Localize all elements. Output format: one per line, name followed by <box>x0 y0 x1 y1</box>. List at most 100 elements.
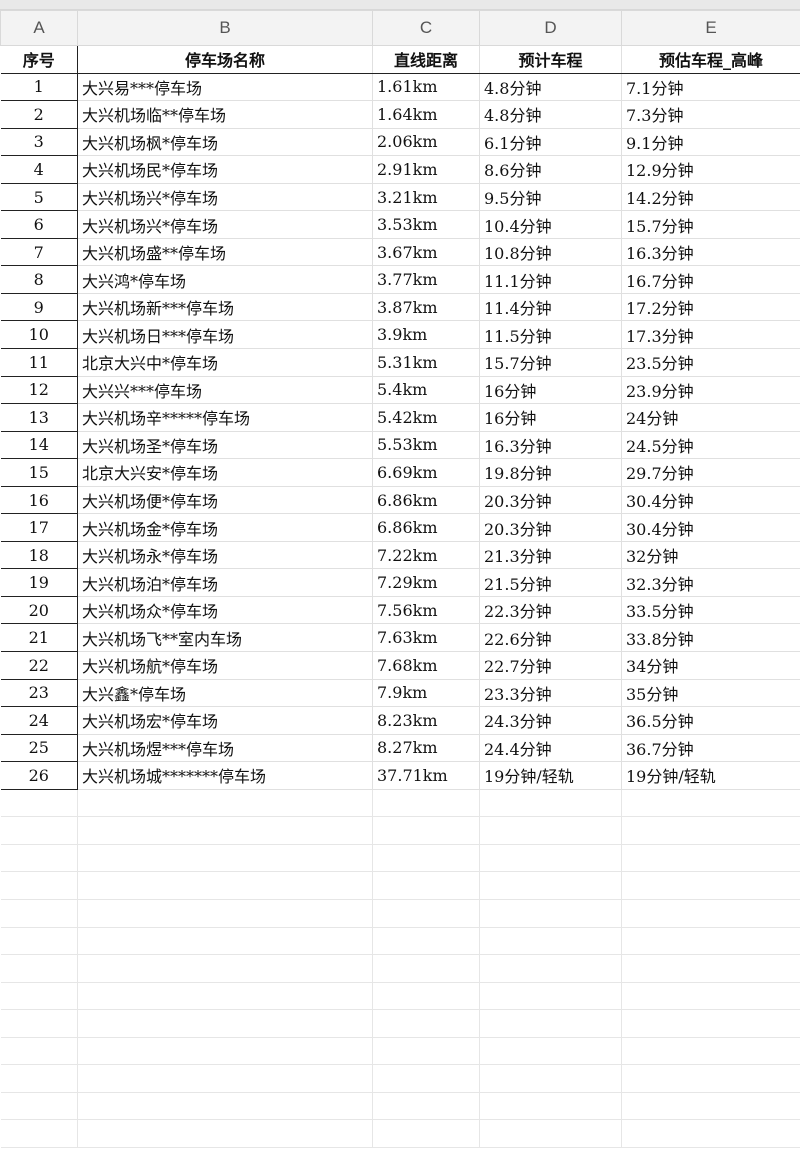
cell-peak-time[interactable]: 32分钟 <box>621 540 800 570</box>
empty-cell[interactable] <box>0 816 78 845</box>
empty-cell[interactable] <box>621 981 800 1011</box>
empty-cell[interactable] <box>0 1009 78 1038</box>
cell-drive-time[interactable]: 11.1分钟 <box>479 265 622 294</box>
header-cell-name[interactable]: 停车场名称 <box>77 45 373 74</box>
cell-name[interactable]: 大兴机场金*停车场 <box>77 513 373 542</box>
empty-cell[interactable] <box>372 816 480 845</box>
cell-drive-time[interactable]: 10.8分钟 <box>479 237 622 267</box>
cell-peak-time[interactable]: 17.3分钟 <box>621 320 800 350</box>
empty-cell[interactable] <box>621 1119 800 1148</box>
cell-peak-time[interactable]: 30.4分钟 <box>621 485 800 515</box>
empty-cell[interactable] <box>621 1009 800 1038</box>
cell-drive-time[interactable]: 20.3分钟 <box>479 513 622 542</box>
empty-cell[interactable] <box>77 1119 373 1148</box>
empty-cell[interactable] <box>621 954 800 983</box>
cell-peak-time[interactable]: 35分钟 <box>621 678 800 708</box>
cell-peak-time[interactable]: 17.2分钟 <box>621 292 800 322</box>
cell-distance[interactable]: 3.53km <box>372 210 480 239</box>
cell-name[interactable]: 大兴机场盛**停车场 <box>77 237 373 267</box>
cell-peak-time[interactable]: 33.5分钟 <box>621 595 800 625</box>
cell-distance[interactable]: 8.23km <box>372 706 480 735</box>
cell-index[interactable]: 1 <box>0 72 78 102</box>
empty-cell[interactable] <box>621 843 800 873</box>
empty-cell[interactable] <box>621 926 800 956</box>
cell-name[interactable]: 大兴机场众*停车场 <box>77 595 373 625</box>
cell-name[interactable]: 大兴机场圣*停车场 <box>77 430 373 460</box>
cell-drive-time[interactable]: 11.4分钟 <box>479 292 622 322</box>
empty-cell[interactable] <box>77 926 373 956</box>
cell-drive-time[interactable]: 10.4分钟 <box>479 210 622 239</box>
empty-cell[interactable] <box>372 954 480 983</box>
empty-cell[interactable] <box>372 1119 480 1148</box>
cell-drive-time[interactable]: 19.8分钟 <box>479 458 622 487</box>
cell-peak-time[interactable]: 23.5分钟 <box>621 348 800 377</box>
cell-name[interactable]: 大兴机场宏*停车场 <box>77 706 373 735</box>
cell-distance[interactable]: 3.77km <box>372 265 480 294</box>
empty-cell[interactable] <box>372 843 480 873</box>
cell-drive-time[interactable]: 24.3分钟 <box>479 706 622 735</box>
empty-cell[interactable] <box>479 1119 622 1148</box>
cell-peak-time[interactable]: 16.3分钟 <box>621 237 800 267</box>
cell-index[interactable]: 5 <box>0 182 78 212</box>
cell-name[interactable]: 大兴机场日***停车场 <box>77 320 373 350</box>
empty-cell[interactable] <box>77 1091 373 1121</box>
cell-distance[interactable]: 1.61km <box>372 72 480 102</box>
cell-name[interactable]: 大兴机场枫*停车场 <box>77 127 373 157</box>
cell-distance[interactable]: 1.64km <box>372 100 480 129</box>
empty-cell[interactable] <box>77 981 373 1011</box>
cell-index[interactable]: 15 <box>0 458 78 487</box>
empty-cell[interactable] <box>372 1009 480 1038</box>
empty-cell[interactable] <box>0 898 78 928</box>
cell-drive-time[interactable]: 16分钟 <box>479 375 622 405</box>
empty-cell[interactable] <box>621 1091 800 1121</box>
cell-name[interactable]: 北京大兴中*停车场 <box>77 348 373 377</box>
cell-distance[interactable]: 6.69km <box>372 458 480 487</box>
column-header-c[interactable]: C <box>372 10 480 46</box>
cell-index[interactable]: 9 <box>0 292 78 322</box>
cell-name[interactable]: 大兴机场兴*停车场 <box>77 182 373 212</box>
cell-drive-time[interactable]: 22.6分钟 <box>479 623 622 653</box>
column-header-d[interactable]: D <box>479 10 622 46</box>
cell-name[interactable]: 大兴机场煜***停车场 <box>77 733 373 763</box>
cell-peak-time[interactable]: 16.7分钟 <box>621 265 800 294</box>
cell-peak-time[interactable]: 23.9分钟 <box>621 375 800 405</box>
empty-cell[interactable] <box>0 926 78 956</box>
cell-peak-time[interactable]: 33.8分钟 <box>621 623 800 653</box>
empty-cell[interactable] <box>479 1064 622 1093</box>
empty-cell[interactable] <box>479 843 622 873</box>
cell-drive-time[interactable]: 20.3分钟 <box>479 485 622 515</box>
empty-cell[interactable] <box>77 1009 373 1038</box>
empty-cell[interactable] <box>0 1091 78 1121</box>
cell-peak-time[interactable]: 7.1分钟 <box>621 72 800 102</box>
cell-drive-time[interactable]: 4.8分钟 <box>479 72 622 102</box>
cell-index[interactable]: 6 <box>0 210 78 239</box>
cell-distance[interactable]: 5.31km <box>372 348 480 377</box>
cell-peak-time[interactable]: 34分钟 <box>621 651 800 680</box>
empty-cell[interactable] <box>0 871 78 900</box>
cell-index[interactable]: 7 <box>0 237 78 267</box>
cell-index[interactable]: 18 <box>0 540 78 570</box>
spreadsheet-grid[interactable]: A B C D E 序号 停车场名称 直线距离 预计车程 预估车程_高峰 1 大兴… <box>0 10 800 1148</box>
cell-distance[interactable]: 6.86km <box>372 513 480 542</box>
cell-peak-time[interactable]: 32.3分钟 <box>621 568 800 597</box>
cell-drive-time[interactable]: 21.5分钟 <box>479 568 622 597</box>
empty-cell[interactable] <box>372 788 480 818</box>
cell-distance[interactable]: 3.67km <box>372 237 480 267</box>
cell-distance[interactable]: 5.4km <box>372 375 480 405</box>
cell-peak-time[interactable]: 29.7分钟 <box>621 458 800 487</box>
empty-cell[interactable] <box>479 1009 622 1038</box>
empty-cell[interactable] <box>372 926 480 956</box>
header-cell-index[interactable]: 序号 <box>0 45 78 74</box>
header-cell-distance[interactable]: 直线距离 <box>372 45 480 74</box>
cell-index[interactable]: 3 <box>0 127 78 157</box>
cell-name[interactable]: 大兴机场新***停车场 <box>77 292 373 322</box>
cell-drive-time[interactable]: 16分钟 <box>479 403 622 432</box>
cell-drive-time[interactable]: 19分钟/轻轨 <box>479 761 622 790</box>
cell-drive-time[interactable]: 23.3分钟 <box>479 678 622 708</box>
cell-index[interactable]: 21 <box>0 623 78 653</box>
cell-distance[interactable]: 7.63km <box>372 623 480 653</box>
empty-cell[interactable] <box>77 1064 373 1093</box>
cell-index[interactable]: 23 <box>0 678 78 708</box>
cell-index[interactable]: 19 <box>0 568 78 597</box>
cell-drive-time[interactable]: 21.3分钟 <box>479 540 622 570</box>
